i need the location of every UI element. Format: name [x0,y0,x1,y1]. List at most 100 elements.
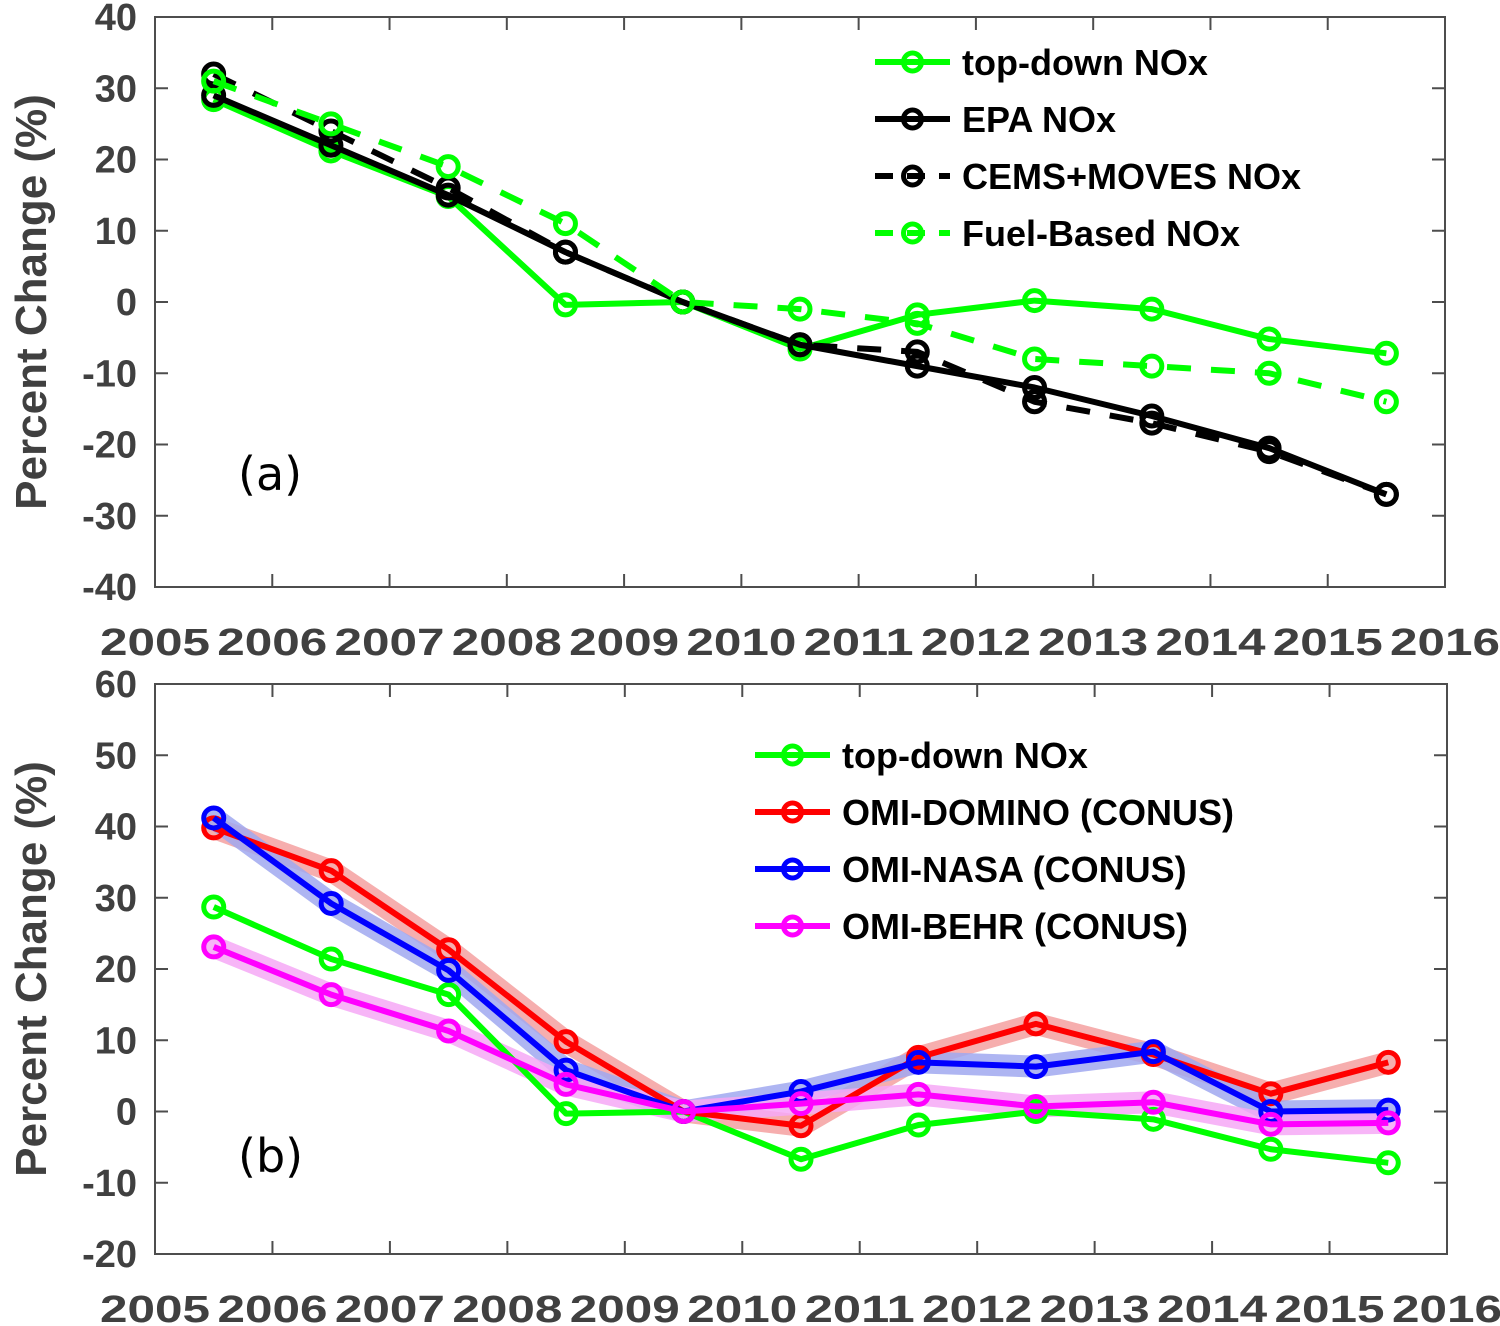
legend-label: OMI-DOMINO (CONUS) [842,792,1234,833]
y-tick-label: 50 [95,735,137,777]
data-point [904,310,930,336]
x-tick-label: 2007 [335,1289,445,1326]
data-point [1256,326,1282,352]
series-band-3 [202,935,1400,1136]
chart-panel-a: -40 -30 -20 -10 0 10 20 30 40 2005 2006 2007 2008 200… [7,0,1500,664]
x-tick-label: 2016 [1392,1289,1500,1326]
legend-marker-1 [781,800,804,824]
y-tick-label: 40 [95,807,137,849]
data-point [1140,1089,1166,1115]
data-point [436,957,462,983]
x-tick-label: 2016 [1390,622,1500,664]
x-tick-label: 2005 [100,622,210,664]
legend-marker-2 [901,164,924,188]
x-tick-label: 2014 [1155,622,1265,664]
data-point [788,1146,814,1172]
data-point [788,1091,814,1117]
data-point [1022,346,1048,372]
y-tick-label: -40 [82,567,137,609]
data-point [1256,360,1282,386]
data-point [670,289,696,315]
x-tick-label: 2015 [1275,1289,1385,1326]
y-tick-label: 30 [95,68,137,110]
series-line-1 [212,92,1388,498]
legend: top-down NOx OMI-DOMINO (CONUS) OMI-NASA (… [755,735,1234,947]
data-point [1258,1136,1284,1162]
data-point [1375,1049,1401,1075]
data-point [318,858,344,884]
x-tick-label: 2008 [452,1289,562,1326]
data-point [436,982,462,1008]
data-point [552,292,578,318]
y-tick-label: -20 [82,425,137,467]
data-point [787,332,813,358]
x-tick-label: 2013 [1038,622,1148,664]
data-point [201,805,227,831]
legend-label: OMI-BEHR (CONUS) [842,906,1188,947]
data-point [1373,340,1399,366]
legend-marker-0 [901,50,924,74]
y-tick-label: 0 [116,282,137,324]
legend-label: Fuel-Based NOx [962,213,1240,254]
data-point [671,1099,697,1124]
data-point [553,1071,579,1097]
x-tick-label: 2012 [921,622,1031,664]
data-point [552,239,578,265]
series-line-1 [212,825,1390,1129]
x-tick-label: 2010 [687,1289,797,1326]
data-point [1373,481,1399,507]
x-tick-label: 2006 [217,1289,327,1326]
data-point [1022,389,1048,415]
y-tick-label: -30 [82,496,137,538]
panel-label: (b) [238,1129,303,1183]
data-point [1139,410,1165,436]
series-line-3 [212,944,1389,1128]
data-point [787,296,813,322]
x-tick-label: 2011 [804,622,914,664]
y-tick-label: 40 [95,0,137,39]
y-tick-label: -10 [82,1163,137,1205]
x-tick-label: 2014 [1157,1289,1267,1326]
legend-marker-2 [781,857,804,881]
data-point [1375,1110,1401,1136]
data-point [1375,1097,1401,1123]
data-point [1023,1054,1049,1080]
data-point [1140,1039,1166,1065]
y-axis-label: Percent Change (%) [7,94,56,510]
data-point [1256,439,1282,465]
data-point [1258,1111,1284,1137]
data-point [318,946,344,972]
x-tick-label: 2007 [335,622,445,664]
data-point [553,1101,579,1127]
data-point [201,894,227,920]
x-tick-label: 2005 [100,1289,210,1326]
x-tick-label: 2013 [1040,1289,1150,1326]
data-point [904,339,930,365]
plot-area-frame [154,16,1446,588]
legend-label: top-down NOx [962,42,1208,83]
data-point [1023,1094,1049,1120]
x-tick-label: 2006 [217,622,327,664]
x-tick-label: 2015 [1273,622,1383,664]
data-point [201,68,227,94]
x-tick-label: 2012 [922,1289,1032,1326]
data-point [1022,288,1048,314]
y-tick-label: 30 [95,878,137,920]
y-tick-label: 10 [95,211,137,253]
panel-label: (a) [238,447,302,501]
data-point [318,111,344,137]
data-point [436,1018,462,1044]
legend-label: CEMS+MOVES NOx [962,156,1301,197]
y-axis-label: Percent Change (%) [7,761,56,1177]
data-point [201,934,227,960]
series-line-3 [212,78,1388,405]
series-line-0 [212,904,1389,1166]
data-point [1023,1011,1049,1037]
legend-label: OMI-NASA (CONUS) [842,849,1187,890]
data-point [318,982,344,1008]
legend-label: top-down NOx [842,735,1088,776]
x-tick-label: 2009 [570,1289,680,1326]
y-tick-label: 20 [95,140,137,182]
data-point [1139,353,1165,379]
